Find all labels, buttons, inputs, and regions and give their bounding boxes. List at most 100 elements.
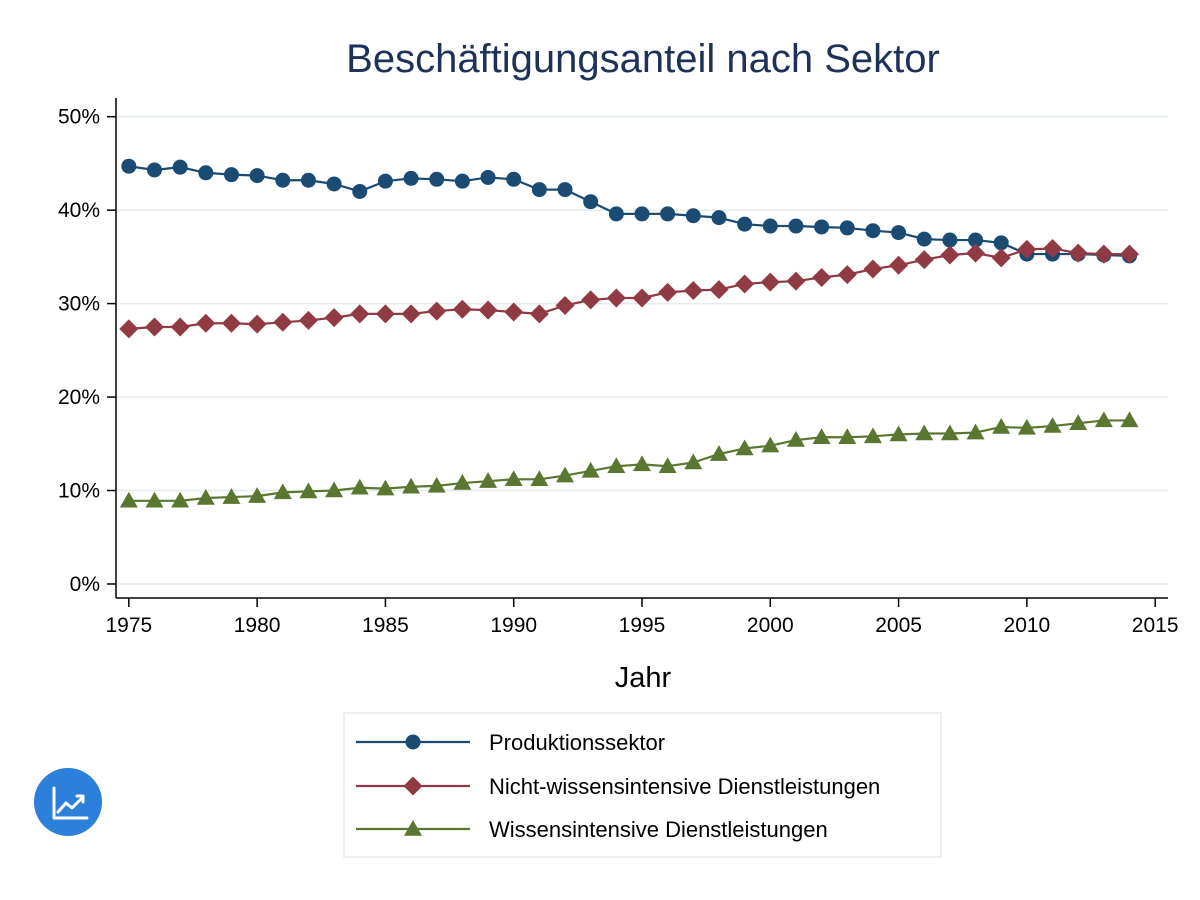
data-point — [608, 206, 624, 222]
legend-marker — [404, 820, 422, 836]
data-point — [1068, 243, 1088, 263]
y-tick-label: 30% — [58, 293, 100, 316]
data-point — [300, 172, 316, 188]
data-point — [480, 169, 496, 185]
data-point — [737, 216, 753, 232]
data-point — [658, 282, 678, 302]
data-point — [557, 182, 573, 198]
data-point — [581, 290, 601, 310]
legend-label: Wissensintensive Dienstleistungen — [489, 817, 828, 842]
data-point — [683, 281, 703, 301]
data-point — [581, 461, 600, 478]
data-point — [583, 194, 599, 210]
data-point — [198, 165, 214, 181]
data-point — [556, 466, 575, 483]
data-point — [812, 428, 831, 445]
data-point — [452, 299, 472, 319]
data-point — [788, 218, 804, 234]
data-point — [170, 317, 190, 337]
data-point — [839, 220, 855, 236]
y-tick-label: 0% — [70, 573, 100, 596]
data-point — [402, 477, 421, 494]
x-tick-label: 1980 — [234, 614, 281, 637]
x-axis: 1975 1980 1985 1990 1995 2000 2005 2010 2015 — [105, 597, 1179, 637]
data-point — [504, 302, 524, 322]
x-tick-label: 1995 — [619, 614, 666, 637]
legend-label: Nicht-wissensintensive Dienstleistungen — [489, 774, 880, 799]
data-point — [350, 304, 370, 324]
data-point — [660, 206, 676, 222]
data-point — [735, 439, 754, 456]
data-point — [915, 424, 934, 441]
data-point — [427, 301, 447, 321]
x-tick-label: 1975 — [105, 614, 152, 637]
data-point — [326, 176, 342, 192]
data-point — [1043, 417, 1062, 433]
data-point — [530, 470, 549, 487]
y-tick-label: 20% — [58, 386, 100, 409]
data-point — [325, 481, 344, 498]
data-point — [762, 218, 778, 234]
data-point — [479, 472, 498, 488]
data-point — [222, 488, 241, 504]
data-point — [709, 445, 728, 461]
series-line — [128, 165, 1130, 258]
data-point — [453, 474, 472, 490]
data-point — [786, 431, 805, 447]
series-line — [128, 247, 1130, 330]
data-point — [249, 168, 265, 184]
data-point — [684, 453, 703, 470]
data-point — [992, 417, 1011, 434]
gridlines — [117, 115, 1168, 585]
data-point — [555, 295, 575, 315]
data-point — [144, 317, 164, 337]
data-point — [1017, 239, 1037, 259]
data-point — [375, 304, 395, 324]
data-point — [685, 208, 701, 224]
data-point — [401, 304, 421, 324]
legend-item: Nicht-wissensintensive Dienstleistungen — [356, 774, 880, 799]
data-point — [146, 162, 162, 178]
data-point — [298, 310, 318, 330]
data-point — [1043, 238, 1063, 258]
data-point — [863, 259, 883, 279]
data-point — [119, 319, 139, 339]
data-point — [403, 170, 419, 186]
series-non-knowledge — [119, 238, 1140, 339]
data-point — [1094, 244, 1114, 264]
data-point — [1069, 414, 1088, 430]
data-point — [889, 255, 909, 275]
y-axis: 0% 10% 20% 30% 40% 50% — [58, 98, 117, 598]
legend-marker — [405, 734, 421, 750]
y-tick-label: 40% — [58, 199, 100, 222]
data-point — [863, 427, 882, 444]
data-point — [529, 304, 549, 324]
x-tick-label: 2010 — [1004, 614, 1051, 637]
data-point — [891, 225, 907, 241]
data-point — [221, 313, 241, 333]
data-point — [145, 491, 164, 508]
data-point — [196, 313, 216, 333]
data-point — [968, 232, 984, 248]
legend-marker — [403, 776, 423, 796]
data-point — [429, 171, 445, 187]
legend: Produktionssektor Nicht-wissensintensive … — [343, 712, 942, 858]
data-point — [275, 172, 291, 188]
trend-chart-icon — [52, 786, 89, 820]
data-point — [889, 425, 908, 442]
data-point — [171, 491, 190, 508]
data-point — [966, 423, 985, 440]
data-point — [504, 470, 523, 487]
data-point — [709, 280, 729, 300]
data-point — [377, 173, 393, 189]
data-point — [838, 428, 857, 445]
data-point — [172, 159, 188, 175]
y-tick-label: 10% — [58, 480, 100, 503]
data-point — [761, 436, 780, 453]
data-point — [506, 171, 522, 187]
data-point — [478, 300, 498, 320]
data-point — [1017, 418, 1036, 435]
y-tick-label: 50% — [58, 106, 100, 129]
app-logo — [34, 768, 102, 836]
